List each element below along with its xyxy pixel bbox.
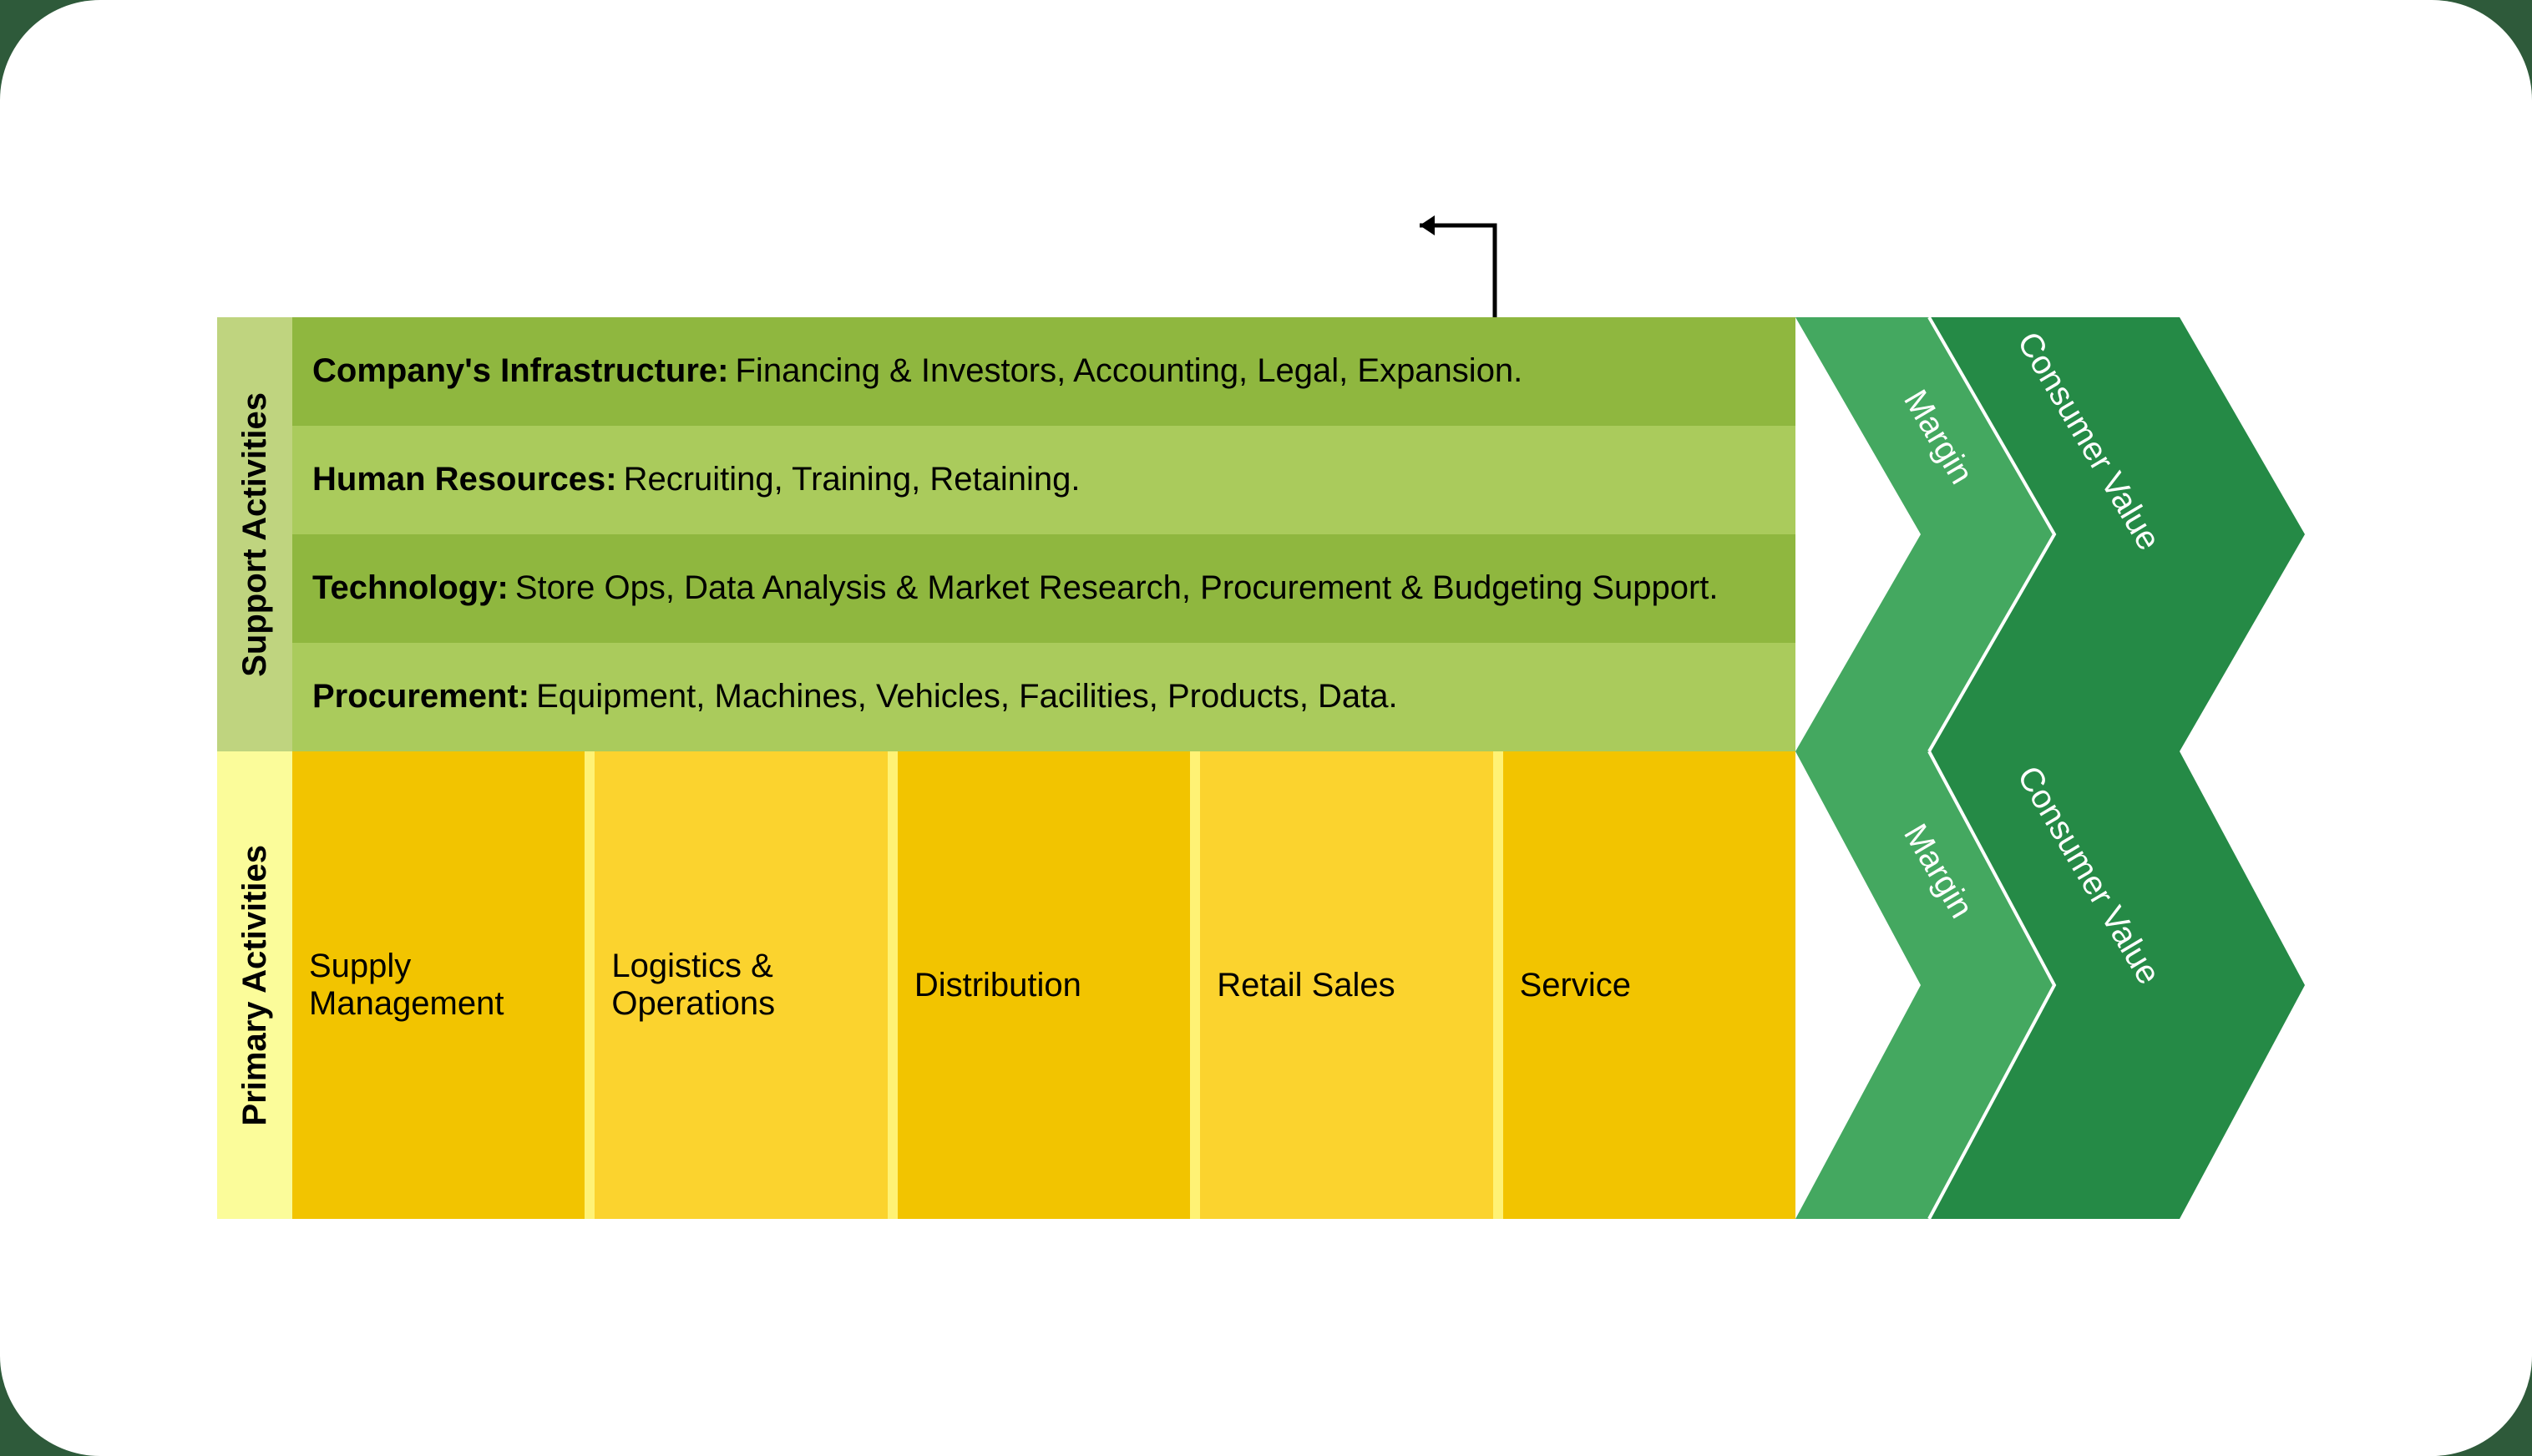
row-title: Company's Infrastructure:	[312, 352, 729, 390]
pcell-label: Service	[1520, 967, 1631, 1004]
primary-col-supply: Supply Management	[292, 751, 585, 1219]
pcell-label: Distribution	[914, 967, 1081, 1004]
primary-col-retail: Retail Sales	[1200, 751, 1492, 1219]
support-activities-text: Support Activities	[236, 392, 274, 677]
support-activities-label: Support Activities	[217, 317, 292, 751]
support-row-infrastructure: Company's Infrastructure: Financing & In…	[292, 317, 1795, 426]
pcell-label: Supply Management	[309, 948, 568, 1023]
row-body: Equipment, Machines, Vehicles, Facilitie…	[536, 678, 1398, 715]
callout-arrow	[1403, 209, 1503, 317]
row-body: Recruiting, Training, Retaining.	[624, 461, 1081, 498]
primary-col-distribution: Distribution	[898, 751, 1190, 1219]
margin-value-chevrons: Margin Consumer Value Margin Consumer Va…	[1795, 317, 2305, 1219]
support-row-technology: Technology: Store Ops, Data Analysis & M…	[292, 534, 1795, 643]
primary-activities-text: Primary Activities	[236, 845, 274, 1125]
value-chain-diagram: Support Activities Primary Activities Co…	[217, 317, 2305, 1219]
row-title: Technology:	[312, 569, 509, 607]
support-row-hr: Human Resources: Recruiting, Training, R…	[292, 426, 1795, 534]
pcell-label: Logistics & Operations	[611, 948, 870, 1023]
primary-col-service: Service	[1503, 751, 1795, 1219]
support-rows: Company's Infrastructure: Financing & In…	[292, 317, 1795, 751]
primary-columns: Supply Management Logistics & Operations…	[292, 751, 1795, 1219]
pcell-label: Retail Sales	[1217, 967, 1395, 1004]
support-row-procurement: Procurement: Equipment, Machines, Vehicl…	[292, 643, 1795, 751]
primary-activities-label: Primary Activities	[217, 751, 292, 1219]
row-body: Store Ops, Data Analysis & Market Resear…	[515, 569, 1719, 607]
row-title: Human Resources:	[312, 461, 617, 498]
row-body: Financing & Investors, Accounting, Legal…	[736, 352, 1523, 390]
row-title: Procurement:	[312, 678, 529, 715]
primary-col-logistics: Logistics & Operations	[595, 751, 887, 1219]
